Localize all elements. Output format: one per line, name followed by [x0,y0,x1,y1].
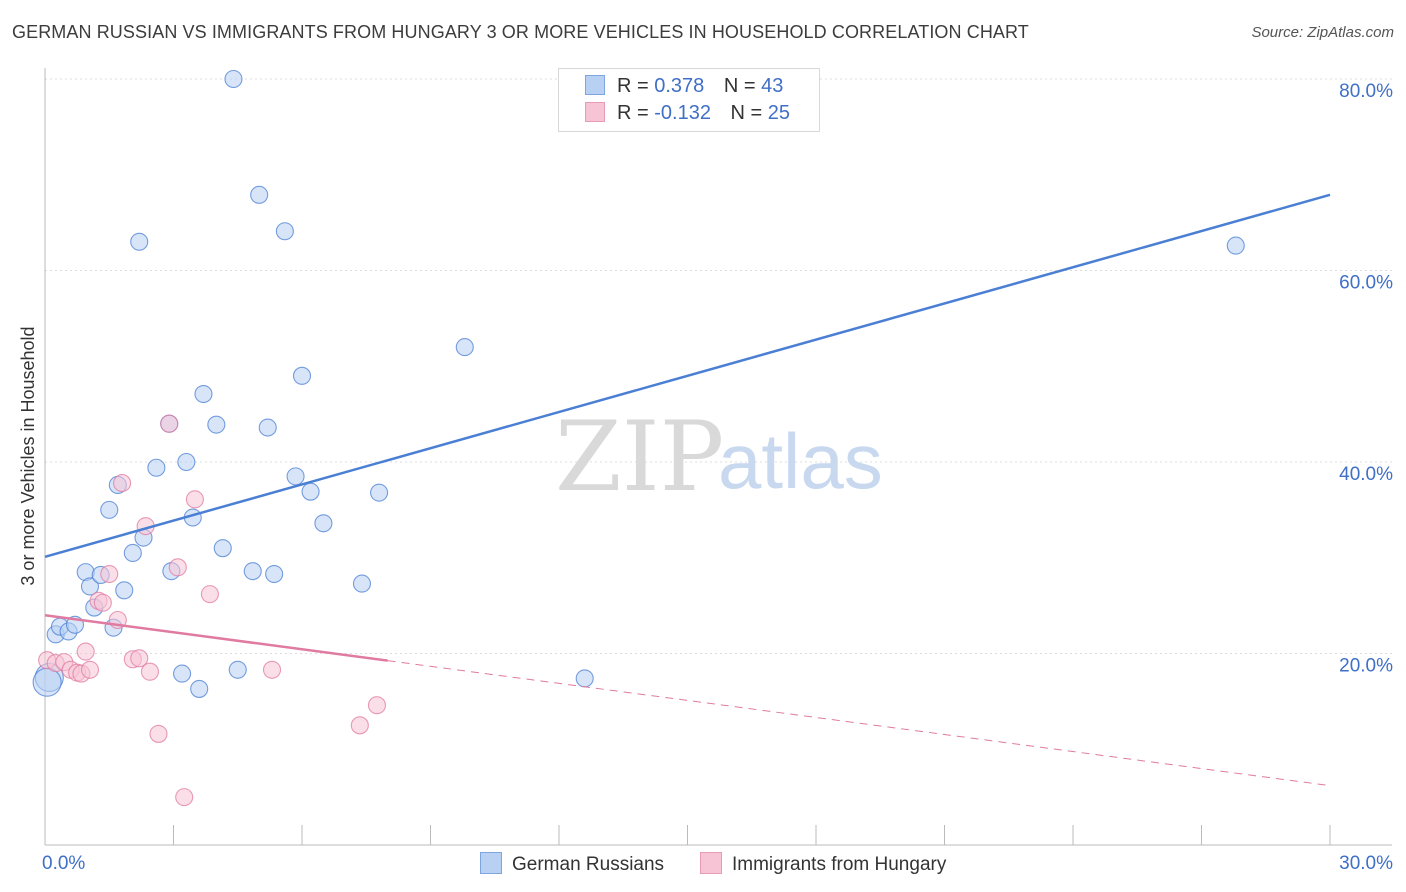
data-points [32,69,1245,807]
point-german-russians [123,543,142,563]
y-axis-label: 3 or more Vehicles in Household [18,326,38,585]
point-german-russians [265,564,284,584]
point-german-russians [258,418,277,437]
point-immigrants-hungary [113,474,132,493]
point-immigrants-hungary [350,716,369,735]
y-tick-label: 20.0% [1339,656,1393,677]
point-immigrants-hungary [130,649,149,668]
point-german-russians [130,232,149,251]
point-german-russians [292,366,312,385]
legend: R = 0.378 N = 43 R = -0.132 N = 25 [558,68,820,132]
y-tick-label: 80.0% [1339,81,1393,102]
legend-n-label: N = [723,75,756,97]
point-immigrants-hungary [262,660,282,679]
point-german-russians [250,185,269,204]
point-immigrants-hungary [185,490,204,509]
y-tick-labels: 20.0% 40.0% 60.0% 80.0% [1339,81,1393,677]
point-german-russians [352,574,372,593]
point-german-russians [575,669,594,688]
legend-r-label: R = [617,75,649,97]
point-immigrants-hungary [140,662,159,681]
x-tick-label: 0.0% [42,853,85,874]
legend-swatch-blue [585,75,605,95]
point-german-russians [1226,236,1245,255]
point-german-russians [194,384,213,404]
point-immigrants-hungary [93,593,112,612]
y-tick-label: 40.0% [1339,464,1393,485]
x-tick-labels: 0.0% 30.0% [42,853,1393,874]
point-german-russians [301,482,320,501]
point-immigrants-hungary [200,585,219,604]
legend-n-label: N = [730,102,763,124]
point-german-russians [314,514,333,533]
point-german-russians [173,664,192,683]
chart-title: GERMAN RUSSIAN VS IMMIGRANTS FROM HUNGAR… [12,22,1029,42]
bottom-legend-swatch-blue [480,852,502,874]
legend-swatch-pink [585,102,605,122]
point-german-russians [115,581,134,600]
point-immigrants-hungary [175,788,194,807]
point-immigrants-hungary [100,564,119,584]
point-immigrants-hungary [80,660,100,679]
point-german-russians [228,660,247,679]
point-german-russians [190,679,209,698]
y-tick-label: 60.0% [1339,273,1393,294]
trend-lines [44,193,1331,787]
point-german-russians [455,338,474,357]
point-german-russians [286,467,305,486]
legend-n-value: 43 [761,75,784,97]
point-german-russians [207,415,226,434]
point-immigrants-hungary [149,724,168,743]
bottom-legend-german-russians: German Russians [480,852,664,876]
point-german-russians [147,458,166,477]
bottom-legend-immigrants-hungary: Immigrants from Hungary [700,852,946,876]
x-tick-label: 30.0% [1339,853,1393,874]
watermark-zip: ZIP [555,401,724,513]
bottom-legend-label: Immigrants from Hungary [732,854,947,875]
legend-r-label: R = [617,102,649,124]
point-german-russians [243,562,262,581]
point-german-russians [32,667,62,697]
point-german-russians [100,500,119,519]
point-german-russians [224,69,243,89]
point-german-russians [213,539,232,558]
bottom-legend-swatch-pink [700,852,722,874]
legend-r-value: 0.378 [654,75,705,97]
point-german-russians [80,577,100,596]
bottom-legend-label: German Russians [512,854,665,875]
point-german-russians [275,222,294,241]
point-immigrants-hungary [168,558,187,577]
trend-line-immigrants-hungary-extension [387,660,1331,787]
point-immigrants-hungary [160,414,179,433]
legend-r-value: -0.132 [654,102,711,124]
axes [44,68,1392,846]
point-immigrants-hungary [76,642,95,661]
legend-row-immigrants-hungary: R = -0.132 N = 25 [585,102,790,128]
point-immigrants-hungary [367,696,387,715]
trend-line-immigrants-hungary [44,613,388,662]
source-label: Source: ZipAtlas.com [1251,24,1394,41]
point-german-russians [177,452,196,472]
trend-line-german-russians [44,193,1331,558]
watermark-atlas: atlas [718,417,883,505]
watermark: ZIP atlas [555,401,883,513]
legend-n-value: 25 [767,102,791,124]
legend-row-german-russians: R = 0.378 N = 43 [585,75,783,101]
point-german-russians [370,483,389,502]
